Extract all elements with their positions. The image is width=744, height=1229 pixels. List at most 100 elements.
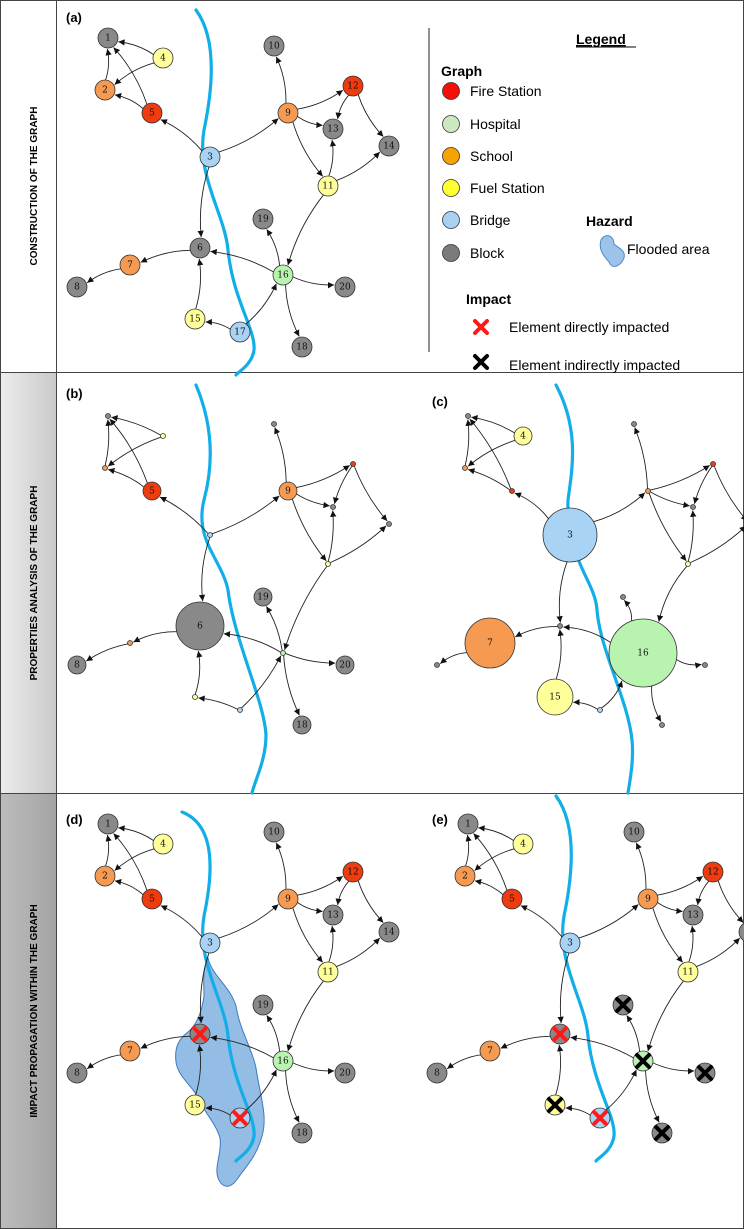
graph-node: [598, 708, 603, 713]
node-label: 12: [347, 82, 358, 92]
graph-node: 1: [98, 814, 118, 834]
node-label: 18: [296, 1129, 308, 1139]
graph-edge: [297, 90, 343, 109]
graph-edge: [108, 437, 161, 466]
graph-node: 8: [68, 656, 86, 674]
node-label: 15: [189, 1101, 201, 1111]
graph-edge: [594, 493, 645, 522]
node-circle: [281, 651, 286, 656]
node-circle: [161, 434, 166, 439]
node-label: 4: [160, 840, 166, 850]
graph-node: 4: [153, 834, 173, 854]
graph-edge: [286, 285, 300, 337]
graph-node: 10: [264, 36, 284, 56]
graph-node: 6: [176, 602, 224, 650]
graph-node: [466, 414, 471, 419]
graph-node: 12: [703, 862, 723, 882]
graph-edge: [210, 251, 273, 272]
graph-edge: [566, 1108, 591, 1115]
graph-edge: [688, 510, 693, 561]
graph-edge: [297, 876, 343, 895]
node-label: 18: [296, 343, 308, 353]
graph-edge: [288, 981, 324, 1051]
graph-edge: [285, 566, 327, 650]
graph-node: 10: [264, 822, 284, 842]
node-label: 1: [465, 820, 471, 830]
legend-item-label: Hospital: [470, 116, 521, 132]
node-label: 20: [339, 661, 351, 671]
flooded-area-icon: [600, 236, 624, 267]
graph-node: 15: [537, 679, 573, 715]
graph-node: 6: [190, 238, 210, 258]
legend-item-bridge: Bridge: [443, 212, 511, 229]
graph-edge: [288, 195, 324, 265]
graph-edge: [650, 492, 689, 506]
node-circle: [632, 422, 637, 427]
graph-edge: [447, 1055, 481, 1069]
graph-node: 7: [480, 1041, 500, 1061]
node-circle: [646, 489, 651, 494]
node-label: 6: [197, 244, 203, 254]
node-label: 11: [682, 968, 693, 978]
graph-edge: [195, 651, 200, 695]
graph-node: 10: [624, 822, 644, 842]
graph-edge: [286, 1071, 300, 1123]
node-label: 16: [277, 1057, 289, 1067]
node-label: 20: [339, 283, 351, 293]
graph-edge: [296, 494, 329, 506]
legend-hazard-heading: Hazard: [586, 213, 633, 229]
graph-node: 5: [142, 889, 162, 909]
graph-node: 14: [379, 922, 399, 942]
graph-edge: [329, 140, 333, 176]
node-circle: [106, 414, 111, 419]
node-label: 12: [707, 868, 718, 878]
graph-node: 1: [98, 28, 118, 48]
node-label: 4: [520, 432, 526, 442]
graph-node: 14: [739, 922, 744, 942]
graph-node: [621, 595, 626, 600]
graph-node: 14: [379, 136, 399, 156]
graph-edge: [276, 57, 286, 103]
graph-node: [128, 641, 133, 646]
graph-edge: [606, 1070, 636, 1110]
graph-edge: [115, 881, 143, 895]
graph-edge: [556, 1045, 561, 1095]
legend-item-fuel: Fuel Station: [443, 180, 545, 197]
node-label: 7: [487, 639, 493, 649]
graph-edge: [86, 644, 127, 661]
graph-edge: [475, 849, 515, 871]
legend-item-label: School: [470, 148, 513, 164]
graph-edge: [659, 566, 687, 622]
node-label: 20: [339, 1069, 351, 1079]
panel-label-b: (b): [66, 386, 83, 401]
graph-node: 15: [185, 1095, 205, 1115]
node-circle: [691, 505, 696, 510]
graph-edge: [338, 881, 349, 905]
node-label: 10: [628, 828, 640, 838]
node-label: 1: [105, 34, 111, 44]
graph-node: 4: [153, 48, 173, 68]
node-label: 3: [567, 939, 573, 949]
graph-node: 2: [455, 866, 475, 886]
graph-node: 4: [514, 427, 532, 445]
graph-edge: [115, 63, 155, 85]
legend-item-label: Fire Station: [470, 83, 542, 99]
legend-item-fire: Fire Station: [443, 83, 542, 100]
node-circle: [558, 624, 563, 629]
graph-edge: [689, 926, 693, 962]
section-title-construction: CONSTRUCTION OF THE GRAPH: [29, 107, 40, 266]
graph-node: [646, 489, 651, 494]
node-label: 2: [102, 872, 108, 882]
graph-node: 8: [67, 277, 87, 297]
graph-node: 1: [458, 814, 478, 834]
node-label: 17: [234, 328, 246, 338]
graph-edge: [556, 629, 561, 679]
graph-edge: [141, 250, 191, 262]
graph-node: 2: [95, 80, 115, 100]
graph-edge: [106, 835, 109, 866]
graph-node: 7: [465, 618, 515, 668]
node-circle: [621, 595, 626, 600]
indirect-impact-cross-icon: [475, 356, 487, 368]
graph-node: 11: [318, 176, 338, 196]
